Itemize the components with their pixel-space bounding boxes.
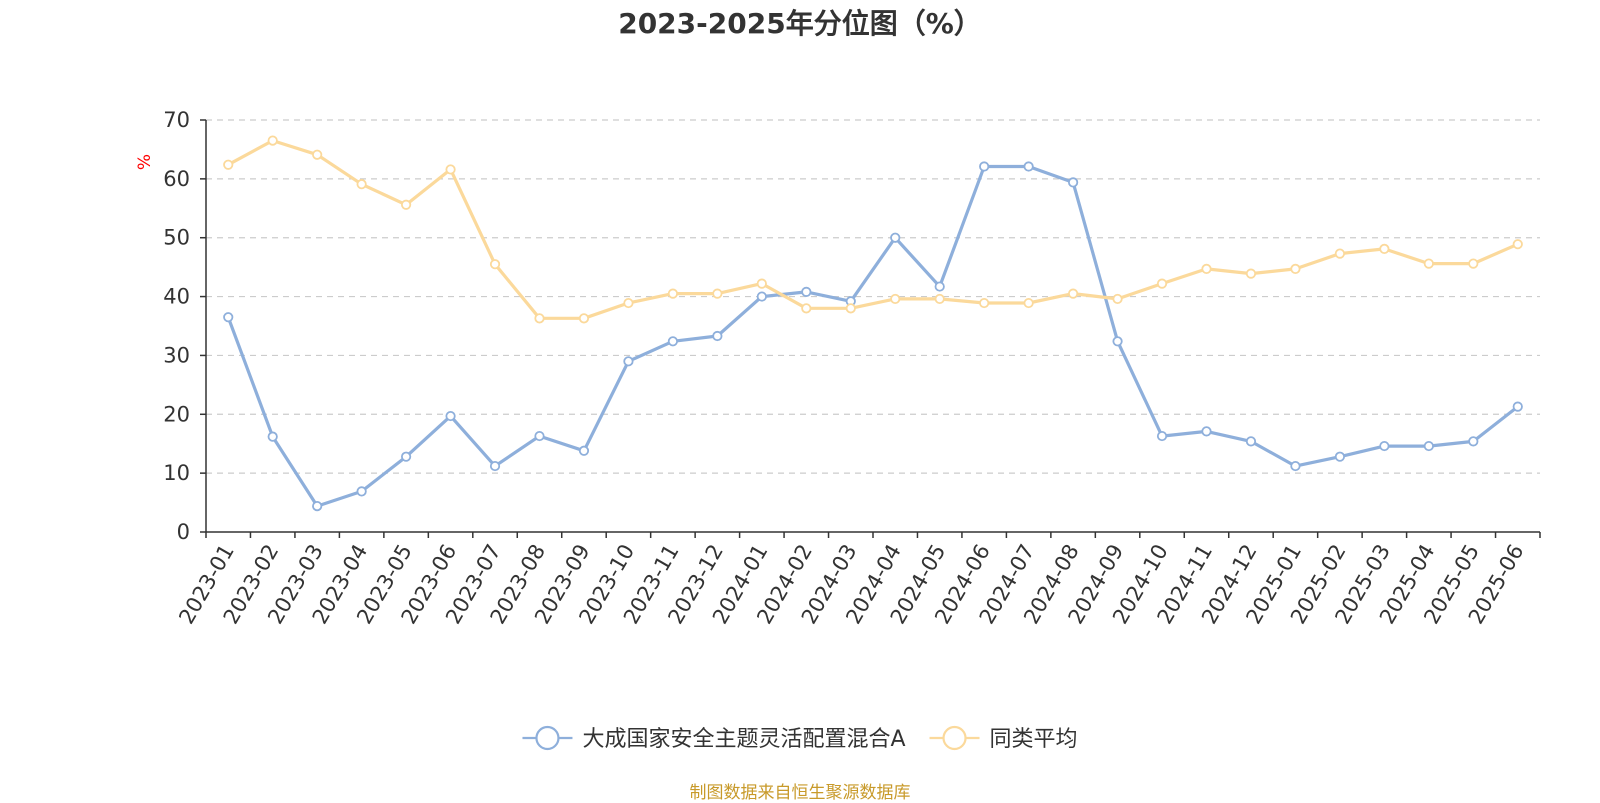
- series-2-point: [489, 259, 501, 270]
- series-1-point: [356, 486, 367, 497]
- series-1-point: [1156, 430, 1168, 442]
- series-2-point: [534, 313, 545, 324]
- series-2-point: [667, 288, 679, 299]
- series-1-point: [1512, 401, 1523, 412]
- axes: 010203040506070%2023-012023-022023-03202…: [135, 108, 1541, 628]
- series-2-point: [1112, 293, 1123, 305]
- series-1-point: [400, 451, 412, 462]
- y-tick-label: 10: [163, 461, 190, 485]
- y-tick-label: 30: [163, 343, 190, 367]
- y-tick-label: 60: [163, 167, 190, 191]
- series-2-point: [1156, 278, 1168, 289]
- series-1-point: [1245, 436, 1257, 447]
- series-2-point: [445, 164, 456, 175]
- series-1-point: [578, 445, 590, 456]
- series-2-point: [1379, 243, 1390, 254]
- series-2-point: [400, 199, 412, 210]
- series-1-point: [756, 291, 767, 302]
- legend-label-2: 同类平均: [990, 727, 1078, 752]
- series-1-point: [667, 336, 679, 347]
- series-1-point: [1068, 177, 1079, 188]
- legend: 大成国家安全主题灵活配置混合A 同类平均: [522, 725, 1078, 752]
- series-1-point: [1334, 451, 1346, 462]
- series-line-1: [226, 164, 1519, 508]
- series-1-point: [1468, 436, 1479, 447]
- y-tick-label: 50: [163, 226, 190, 250]
- series-1-point: [534, 430, 545, 442]
- series-1-point: [623, 356, 634, 367]
- series-1-point: [1023, 161, 1034, 172]
- series-2-point: [223, 159, 234, 170]
- series-1-point: [934, 281, 945, 292]
- series-line-2: [227, 139, 1519, 320]
- series-2-point: [756, 278, 767, 289]
- y-tick-label: 40: [163, 285, 190, 309]
- y-tick-label: 70: [163, 108, 190, 132]
- series-1-point: [223, 312, 234, 323]
- series-2-point: [1201, 263, 1212, 275]
- series-1-point: [890, 232, 901, 243]
- series-2-point: [1334, 248, 1346, 259]
- series-1-point: [1112, 336, 1123, 347]
- legend-label-1: 大成国家安全主题灵活配置混合A: [582, 727, 905, 752]
- series-1-point: [979, 161, 990, 172]
- series-lines: [223, 135, 1523, 512]
- series-2-point: [1068, 288, 1079, 299]
- series-1-point: [1379, 440, 1390, 452]
- series-2-point: [578, 313, 590, 324]
- legend-marker-1: [535, 725, 560, 751]
- series-1-point: [1423, 440, 1434, 452]
- series-2-point: [623, 297, 634, 309]
- source-note: 制图数据来自恒生聚源数据库: [689, 783, 911, 803]
- series-1-point: [312, 501, 323, 512]
- series-2-point: [1512, 239, 1523, 250]
- series-2-point: [1290, 263, 1301, 275]
- legend-marker-2: [942, 725, 967, 751]
- series-2-point: [712, 288, 723, 299]
- series-1-point: [801, 286, 812, 297]
- series-1-point: [489, 460, 501, 472]
- chart-title: 2023-2025年分位图（%）: [618, 7, 982, 40]
- series-2-point: [934, 293, 945, 305]
- series-2-point: [845, 303, 856, 314]
- series-2-point: [1023, 297, 1034, 309]
- grid-lines: [206, 119, 1540, 474]
- series-2-point: [356, 179, 367, 190]
- series-1-point: [712, 330, 723, 342]
- series-1-point: [267, 431, 278, 442]
- series-2-point: [890, 293, 901, 305]
- y-axis-label: %: [135, 154, 155, 170]
- series-2-point: [267, 135, 278, 146]
- series-2-point: [801, 303, 812, 314]
- series-2-point: [312, 149, 323, 160]
- series-2-point: [979, 297, 990, 309]
- series-1-point: [445, 410, 456, 422]
- series-1-point: [1201, 426, 1212, 437]
- series-1-point: [1290, 460, 1301, 472]
- y-tick-label: 20: [163, 402, 190, 426]
- series-2-point: [1468, 258, 1479, 269]
- y-tick-label: 0: [177, 520, 190, 544]
- series-2-point: [1423, 258, 1434, 269]
- series-2-point: [1245, 268, 1257, 279]
